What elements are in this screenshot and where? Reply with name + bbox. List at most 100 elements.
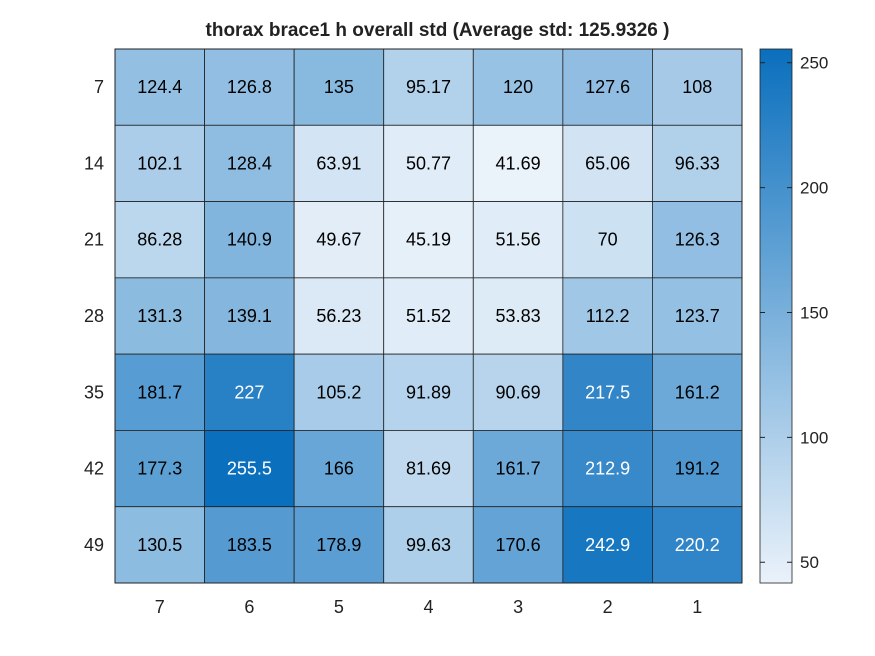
heatmap-cell-r5-c2	[293, 430, 385, 508]
heatmap-cell-r2-c4	[472, 201, 564, 279]
heatmap-cell-r3-c4	[472, 277, 564, 355]
cell-value-label: 177.3	[137, 459, 182, 479]
cell-value-label: 123.7	[675, 306, 720, 326]
heatmap-cell-r1-c5	[562, 124, 653, 202]
heatmap-cell-r5-c5	[562, 430, 653, 508]
plot-border	[114, 48, 743, 584]
heatmap-cell-r4-c4	[472, 353, 564, 431]
x-tick-label: 2	[603, 597, 613, 617]
heatmap-cell-r1-c3	[383, 124, 474, 202]
heatmap-cell-r4-c2	[293, 353, 385, 431]
cell-value-label: 99.63	[406, 535, 451, 555]
cell-value-label: 242.9	[585, 535, 630, 555]
heatmap-cell-r2-c3	[383, 201, 474, 279]
cell-value-label: 126.3	[675, 230, 720, 250]
cell-value-label: 41.69	[496, 153, 541, 173]
cell-value-label: 51.52	[406, 306, 451, 326]
chart-title: thorax brace1 h overall std (Average std…	[205, 20, 670, 41]
cell-value-label: 112.2	[586, 306, 630, 326]
cell-value-label: 130.5	[137, 535, 182, 555]
cell-value-label: 139.1	[227, 306, 272, 326]
y-tick-label: 21	[84, 230, 104, 250]
colorbar-tick-label: 250	[800, 54, 828, 73]
cell-value-label: 105.2	[316, 382, 361, 402]
y-tick-label: 35	[84, 382, 104, 402]
cell-value-label: 86.28	[137, 230, 182, 250]
cell-value-label: 49.67	[316, 230, 361, 250]
cell-value-label: 95.17	[406, 77, 451, 97]
cell-value-label: 65.06	[585, 153, 630, 173]
cell-value-label: 51.56	[496, 230, 541, 250]
y-tick-label: 28	[84, 306, 104, 326]
cell-value-label: 220.2	[675, 535, 720, 555]
colorbar-tick-label: 50	[800, 553, 819, 572]
cell-value-label: 166	[324, 459, 354, 479]
cell-value-label: 102.1	[137, 153, 182, 173]
heatmap-cell-r4-c5	[562, 353, 653, 431]
cell-value-label: 96.33	[675, 153, 720, 173]
heatmap-cell-r0-c5	[562, 48, 653, 126]
y-tick-label: 42	[84, 459, 104, 479]
heatmap-cell-r1-c6	[652, 124, 743, 202]
cell-value-label: 131.3	[137, 306, 182, 326]
cell-value-label: 70	[598, 230, 618, 250]
x-tick-label: 3	[513, 597, 523, 617]
heatmap-cell-r1-c0	[114, 124, 205, 202]
x-tick-label: 5	[334, 597, 344, 617]
cell-value-label: 108	[682, 77, 712, 97]
heatmap-cell-r4-c0	[114, 353, 205, 431]
heatmap-cell-r5-c1	[204, 430, 295, 508]
colorbar-tick-label: 100	[800, 428, 828, 447]
heatmap-cell-r1-c1	[204, 124, 295, 202]
cell-value-label: 63.91	[316, 153, 361, 173]
colorbar-tick-label: 200	[800, 179, 828, 198]
cell-value-label: 183.5	[227, 535, 272, 555]
cell-value-label: 161.2	[675, 382, 720, 402]
cell-value-label: 126.8	[227, 77, 272, 97]
y-tick-label: 7	[94, 77, 104, 97]
heatmap-cell-r6-c1	[204, 506, 295, 584]
colorbar-tick-label: 150	[800, 303, 828, 322]
cell-value-label: 191.2	[675, 459, 720, 479]
cell-value-label: 53.83	[496, 306, 541, 326]
cell-value-label: 212.9	[585, 459, 630, 479]
heatmap-cell-r3-c0	[114, 277, 205, 355]
heatmap-cell-r5-c6	[652, 430, 743, 508]
x-tick-label: 6	[244, 597, 254, 617]
cell-value-label: 227	[234, 382, 264, 402]
heatmap-cell-r2-c0	[114, 201, 205, 279]
cell-value-label: 91.89	[406, 382, 451, 402]
cell-value-label: 128.4	[227, 153, 272, 173]
heatmap-cell-r3-c2	[293, 277, 385, 355]
y-tick-label: 49	[84, 535, 104, 555]
cell-value-label: 255.5	[227, 459, 272, 479]
cell-value-label: 56.23	[316, 306, 361, 326]
heatmap-cell-r1-c4	[472, 124, 564, 202]
heatmap-cell-r6-c0	[114, 506, 205, 584]
cell-value-label: 120	[503, 77, 533, 97]
cell-value-label: 217.5	[585, 382, 630, 402]
y-tick-label: 14	[84, 153, 104, 173]
heatmap-cell-r4-c6	[652, 353, 743, 431]
cell-value-label: 50.77	[406, 153, 451, 173]
cell-value-label: 124.4	[137, 77, 182, 97]
heatmap-cell-r6-c5	[562, 506, 653, 584]
x-tick-label: 7	[155, 597, 165, 617]
cell-value-label: 178.9	[316, 535, 361, 555]
x-tick-label: 1	[692, 597, 702, 617]
heatmap-cell-r0-c3	[383, 48, 474, 126]
heatmap-cell-r5-c0	[114, 430, 205, 508]
heatmap-cell-r2-c6	[652, 201, 743, 279]
cell-value-label: 45.19	[406, 230, 451, 250]
cell-value-label: 90.69	[496, 382, 541, 402]
heatmap-cell-r3-c5	[562, 277, 653, 355]
cell-value-label: 170.6	[496, 535, 541, 555]
heatmap-cell-r3-c6	[652, 277, 743, 355]
colorbar	[759, 48, 793, 584]
cell-value-label: 127.6	[585, 77, 630, 97]
heatmap-cell-r5-c3	[383, 430, 474, 508]
cell-value-label: 181.7	[137, 382, 182, 402]
heatmap-cell-r6-c3	[383, 506, 474, 584]
